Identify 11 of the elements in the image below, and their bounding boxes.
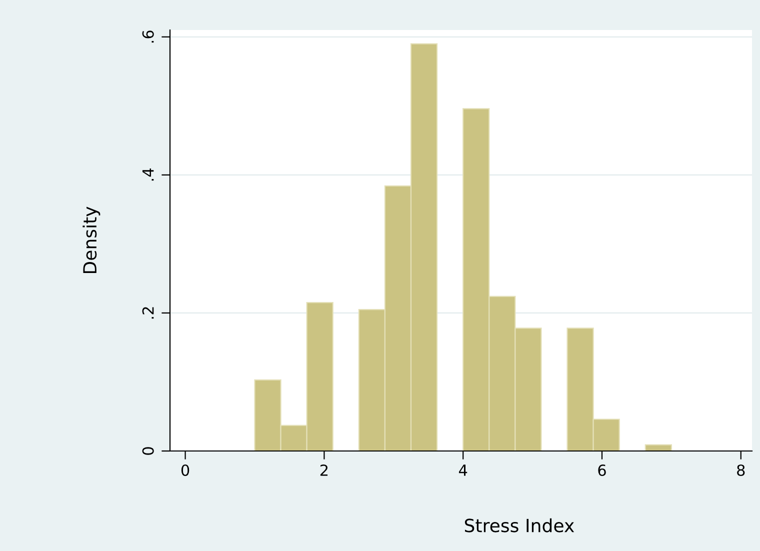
y-tick-label: .6 (142, 30, 154, 43)
y-tick-label: .2 (142, 307, 154, 319)
y-tick-label: 0 (142, 447, 154, 455)
x-tick-label: 2 (320, 464, 328, 476)
y-axis-title: Density (82, 206, 100, 274)
y-tick-label: .4 (142, 168, 154, 181)
x-axis-title: Stress Index (464, 518, 574, 532)
x-tick-label: 8 (737, 464, 745, 476)
x-tick-label: 0 (181, 464, 190, 476)
x-tick-label: 6 (598, 464, 606, 476)
x-tick-label: 4 (458, 464, 468, 476)
